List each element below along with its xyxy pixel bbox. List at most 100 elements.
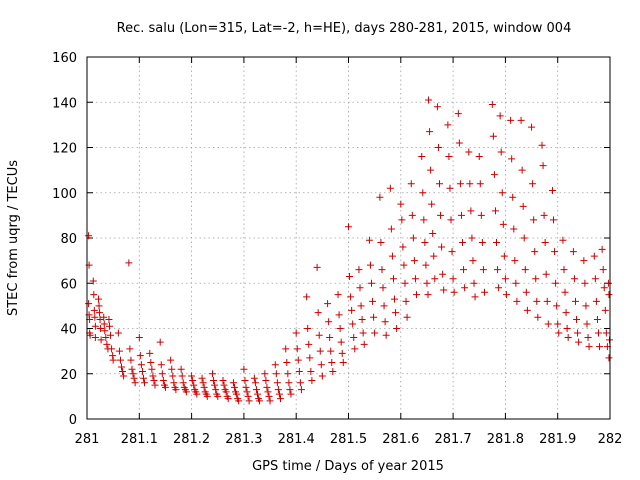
data-point (307, 367, 315, 375)
data-point (459, 239, 467, 247)
data-point (351, 345, 359, 353)
plot-frame (86, 56, 611, 420)
chart-title: Rec. salu (Lon=315, Lat=-2, h=HE), days … (117, 21, 572, 36)
data-point (461, 284, 469, 292)
data-point (283, 358, 291, 366)
data-point (125, 259, 133, 267)
data-point (212, 386, 220, 394)
data-point (360, 340, 368, 348)
data-point (159, 377, 167, 385)
data-point (200, 383, 208, 391)
data-point (439, 270, 447, 278)
data-point (157, 361, 165, 369)
data-point (400, 261, 408, 269)
data-point (393, 325, 401, 332)
y-tick-label: 40 (60, 323, 77, 338)
data-point (85, 300, 93, 308)
data-point (244, 392, 252, 400)
data-point (571, 297, 579, 305)
data-point (356, 284, 364, 292)
data-point (386, 184, 394, 192)
data-point (532, 275, 540, 283)
data-point (369, 297, 377, 305)
data-point (345, 223, 352, 231)
data-point (355, 266, 363, 274)
data-point (561, 288, 569, 296)
data-point (114, 329, 122, 337)
data-point (105, 315, 113, 323)
data-point (449, 275, 457, 283)
data-point (489, 132, 497, 140)
data-point (399, 243, 407, 251)
data-point (127, 356, 135, 364)
data-point (402, 297, 410, 305)
y-tick-label: 140 (52, 96, 77, 111)
data-point (389, 275, 397, 283)
data-point (582, 302, 590, 310)
data-point (151, 381, 159, 389)
data-point (599, 266, 607, 274)
data-point (454, 110, 462, 118)
data-point (428, 200, 436, 208)
data-point (329, 367, 337, 375)
data-point (318, 372, 326, 380)
data-point (591, 275, 599, 283)
data-point (102, 334, 110, 342)
data-point (491, 207, 499, 215)
data-point (475, 153, 483, 161)
data-point (158, 370, 166, 378)
data-point (350, 334, 358, 342)
data-point (409, 234, 417, 242)
data-point (562, 309, 570, 317)
data-point (570, 275, 578, 283)
data-point (308, 377, 316, 385)
data-point (563, 325, 571, 332)
data-point (426, 128, 434, 136)
data-point (315, 331, 323, 339)
data-point (446, 184, 454, 192)
data-point (381, 318, 389, 326)
data-point (490, 171, 498, 179)
data-point (250, 374, 258, 382)
data-point (391, 295, 399, 303)
data-point (542, 270, 550, 278)
data-point (337, 338, 345, 346)
data-point (460, 266, 468, 274)
data-point (169, 372, 177, 380)
x-tick-labels: 281 281.1 281.2 281.3 281.4 281.5 281.6 281.7 28… (75, 432, 623, 447)
data-point (229, 379, 237, 387)
data-point (138, 367, 146, 375)
data-point (90, 291, 98, 299)
data-point (539, 162, 547, 170)
data-point (379, 284, 387, 292)
data-point (262, 377, 270, 385)
data-point (583, 320, 591, 328)
data-point (359, 329, 367, 337)
data-point (370, 313, 378, 321)
data-point (168, 365, 176, 373)
data-point (455, 139, 463, 147)
data-point (147, 358, 155, 366)
data-point (523, 306, 531, 314)
data-point (335, 311, 343, 319)
data-point (256, 397, 264, 405)
data-point (410, 257, 418, 265)
data-point (210, 377, 218, 385)
data-point (89, 277, 97, 285)
data-point (382, 331, 390, 339)
data-point (580, 257, 588, 265)
data-point (313, 263, 321, 271)
data-point (477, 211, 485, 219)
data-point (538, 141, 546, 149)
data-point (498, 189, 506, 197)
data-point (508, 155, 516, 163)
data-point (520, 234, 528, 242)
data-point (411, 275, 419, 283)
data-point (447, 216, 455, 224)
data-point (471, 293, 479, 301)
data-point (214, 392, 222, 400)
data-point (517, 116, 525, 124)
x-tick-label: 281.6 (382, 432, 419, 447)
data-point (600, 284, 608, 292)
x-tick-label: 281.8 (487, 432, 524, 447)
